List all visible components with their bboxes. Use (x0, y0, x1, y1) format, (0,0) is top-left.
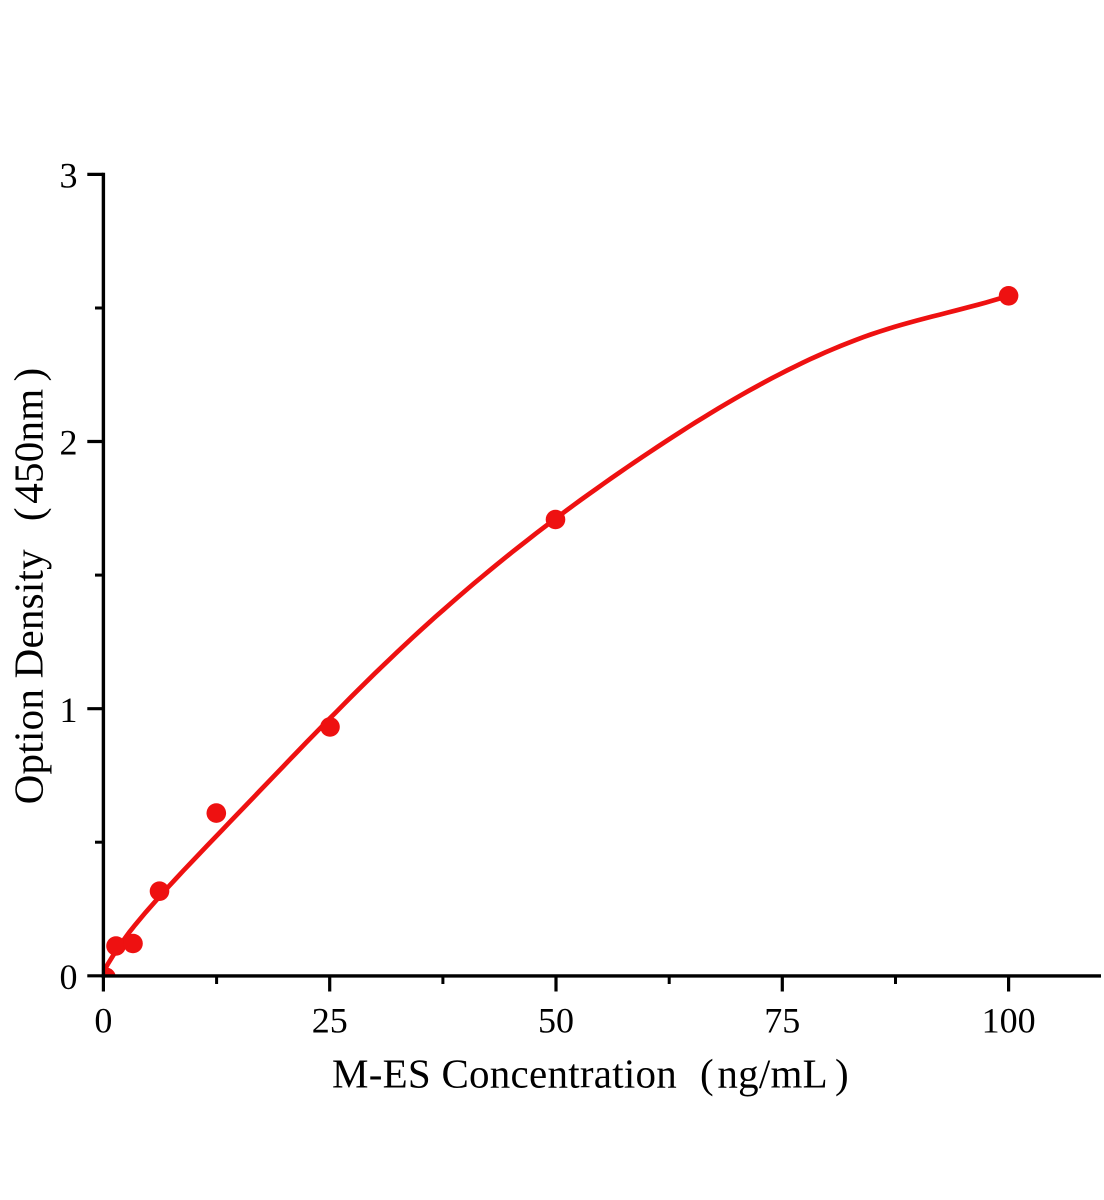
svg-text:25: 25 (312, 1001, 348, 1041)
svg-text:0: 0 (94, 1001, 112, 1041)
svg-text:75: 75 (764, 1001, 800, 1041)
svg-text:1: 1 (60, 690, 78, 730)
svg-text:3: 3 (60, 156, 78, 196)
svg-text:Option Density(450nm): Option Density(450nm) (6, 368, 52, 805)
svg-text:100: 100 (982, 1001, 1036, 1041)
svg-text:2: 2 (60, 423, 78, 463)
svg-text:50: 50 (538, 1001, 574, 1041)
svg-text:M-ES Concentration(ng/mL): M-ES Concentration (ng/mL) (332, 1050, 849, 1096)
svg-text:0: 0 (60, 957, 78, 997)
